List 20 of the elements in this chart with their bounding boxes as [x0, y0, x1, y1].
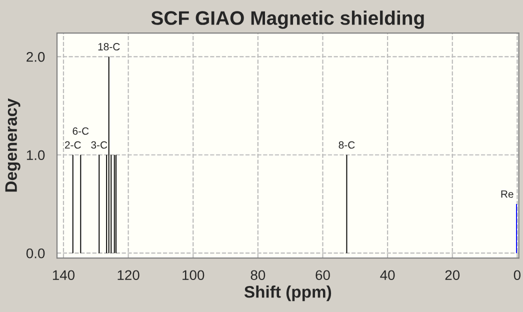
- annotation: 2-C: [65, 141, 81, 149]
- annotation: 3-C: [91, 141, 108, 149]
- y-tick-label: 1.0: [26, 150, 45, 160]
- annotation: Re: [501, 190, 514, 198]
- x-tick-label: 0: [514, 270, 521, 280]
- x-tick-label: 20: [445, 270, 460, 280]
- x-tick-label: 60: [316, 270, 330, 280]
- x-tick-label: 100: [182, 270, 204, 280]
- y-axis-title: Degeneracy: [5, 98, 20, 192]
- annotation: 6-C: [72, 127, 89, 135]
- x-tick-label: 120: [118, 270, 140, 280]
- x-tick-label: 140: [52, 270, 75, 280]
- annotation: 18-C: [98, 43, 120, 50]
- x-axis-title: Shift (ppm): [244, 286, 332, 302]
- chart-title: SCF GIAO Magnetic shielding: [151, 10, 424, 29]
- x-tick-label: 40: [380, 270, 395, 280]
- annotation: 8-C: [338, 141, 355, 149]
- x-tick-label: 80: [250, 270, 266, 280]
- y-tick-label: 0.0: [26, 248, 45, 258]
- y-tick-label: 2.0: [26, 52, 45, 62]
